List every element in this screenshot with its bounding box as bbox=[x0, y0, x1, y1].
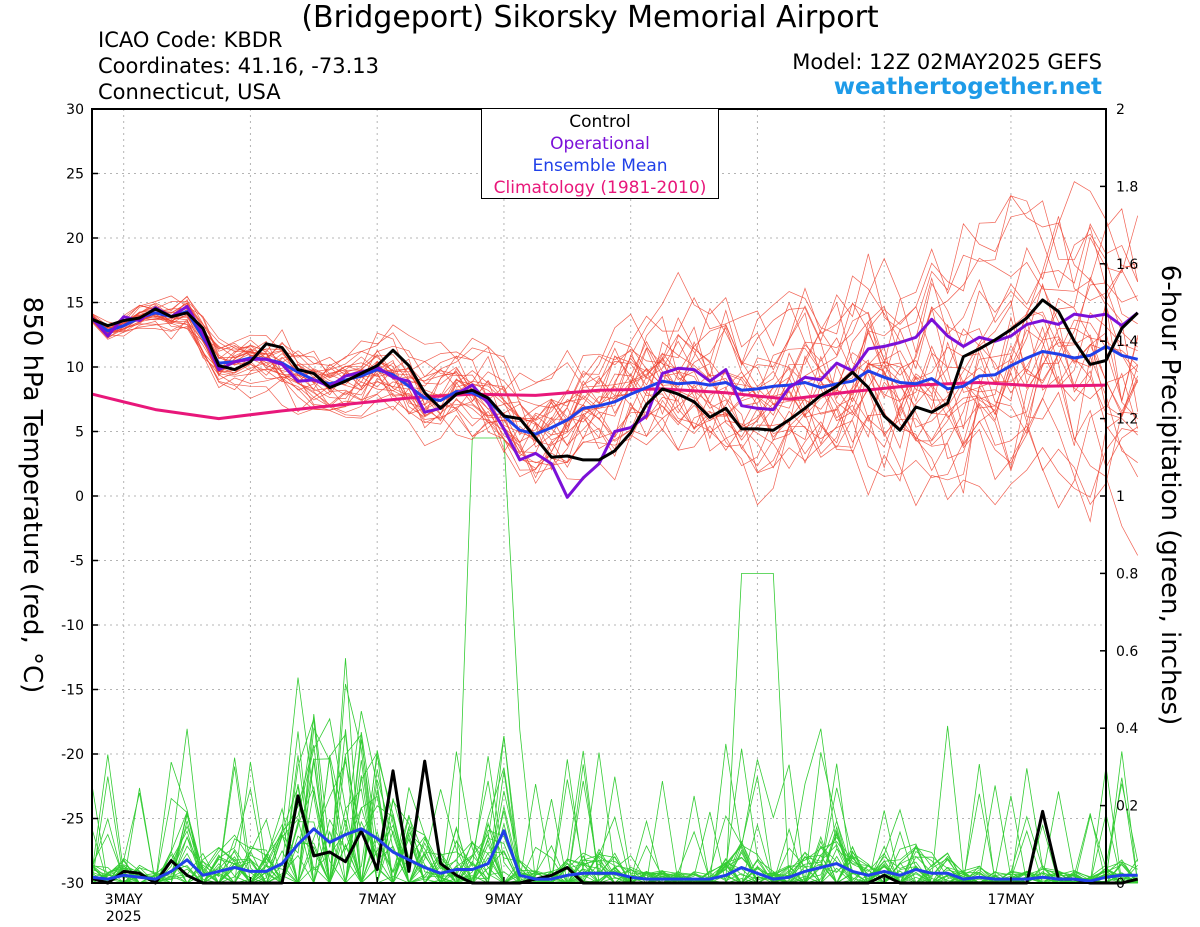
y-tick-label-left: 5 bbox=[75, 425, 84, 441]
temp-member-line bbox=[91, 297, 1138, 464]
plot-frame bbox=[91, 108, 1107, 884]
y-axis-label-right: 6-hour Precipitation (green, inches) bbox=[1155, 264, 1185, 726]
temp-member-line bbox=[91, 216, 1138, 478]
y-tick-label-left: -20 bbox=[61, 747, 84, 763]
temp-member-line bbox=[91, 208, 1139, 467]
y-tick-label-right: 0.8 bbox=[1116, 566, 1138, 582]
y-tick-label-left: 0 bbox=[75, 489, 84, 505]
x-tick-label: 3MAY bbox=[105, 892, 143, 908]
model-run: Model: 12Z 02MAY2025 GEFS bbox=[792, 50, 1102, 74]
y-tick-label-left: -25 bbox=[61, 812, 84, 828]
x-year-label: 2025 bbox=[106, 909, 142, 925]
temp-operational-line bbox=[90, 304, 1139, 499]
temp-member-line bbox=[91, 181, 1138, 473]
y-axis-left: 30 25 20 15 10 5 0 -5 -10 -15 -20 -25 -30 bbox=[61, 102, 98, 892]
precip-member-line bbox=[92, 784, 1138, 884]
y-tick-label-right: 2 bbox=[1116, 102, 1125, 118]
temp-member-line bbox=[91, 306, 1138, 452]
precip-members bbox=[91, 437, 1139, 885]
y-tick-label-left: 15 bbox=[66, 296, 84, 312]
x-tick-label: 17MAY bbox=[987, 892, 1034, 908]
precip-mean-line bbox=[91, 827, 1138, 883]
y-tick-label-left: -5 bbox=[70, 554, 84, 570]
location: Connecticut, USA bbox=[98, 80, 281, 104]
y-tick-label-left: 25 bbox=[66, 167, 84, 183]
y-tick-label-right: 0.6 bbox=[1116, 644, 1138, 660]
legend-operational: Operational bbox=[550, 134, 650, 154]
precip-member-line bbox=[91, 750, 1138, 884]
x-tick-label: 13MAY bbox=[734, 892, 781, 908]
y-axis-right: 2 1.8 1.6 1.4 1.2 1 0.8 0.6 0.4 0.2 0 bbox=[1100, 102, 1138, 892]
y-tick-label-right: 1.2 bbox=[1116, 412, 1138, 428]
y-tick-label-left: 30 bbox=[66, 102, 84, 118]
page-title: (Bridgeport) Sikorsky Memorial Airport bbox=[301, 0, 879, 35]
y-tick-label-right: 1 bbox=[1116, 489, 1125, 505]
legend-mean: Ensemble Mean bbox=[532, 156, 668, 176]
x-tick-label: 7MAY bbox=[358, 892, 396, 908]
precip-member-line bbox=[91, 573, 1139, 884]
temp-member-line bbox=[91, 282, 1139, 424]
x-tick-label: 9MAY bbox=[485, 892, 523, 908]
x-tick-label: 15MAY bbox=[861, 892, 908, 908]
y-tick-label-left: 20 bbox=[66, 231, 84, 247]
temp-member-line bbox=[91, 310, 1139, 509]
precip-member-line bbox=[91, 728, 1139, 884]
legend: Control Operational Ensemble Mean Climat… bbox=[481, 108, 719, 199]
site-link[interactable]: weathertogether.net bbox=[833, 74, 1102, 100]
temp-member-line bbox=[91, 223, 1139, 485]
coordinates: Coordinates: 41.16, -73.13 bbox=[98, 54, 379, 78]
temp-member-line bbox=[91, 313, 1138, 506]
temp-member-line bbox=[91, 309, 1138, 506]
temp-member-line bbox=[91, 311, 1139, 507]
precip-member-line bbox=[91, 728, 1138, 884]
temp-control-line bbox=[91, 298, 1139, 462]
legend-climo: Climatology (1981-2010) bbox=[493, 178, 707, 198]
temp-member-line bbox=[91, 257, 1138, 415]
y-tick-label-right: 0.2 bbox=[1116, 799, 1138, 815]
y-tick-label-right: 0 bbox=[1116, 876, 1125, 892]
y-tick-label-left: 10 bbox=[66, 360, 84, 376]
y-axis-label-left: 850 hPa Temperature (red, °C) bbox=[17, 296, 47, 694]
temp-climo-line bbox=[91, 381, 1107, 421]
y-tick-label-right: 1.8 bbox=[1116, 179, 1138, 195]
y-tick-label-left: -10 bbox=[61, 618, 84, 634]
x-tick-label: 11MAY bbox=[607, 892, 654, 908]
temp-member-line bbox=[91, 285, 1139, 478]
y-tick-label-right: 0.4 bbox=[1116, 721, 1138, 737]
x-tick-label: 5MAY bbox=[231, 892, 269, 908]
precip-member-line bbox=[92, 733, 1138, 884]
legend-control: Control bbox=[569, 112, 631, 132]
icao-code: ICAO Code: KBDR bbox=[98, 28, 283, 52]
temp-member-line bbox=[91, 312, 1139, 523]
y-tick-label-right: 1.4 bbox=[1116, 334, 1138, 350]
grid bbox=[92, 108, 1106, 884]
y-tick-label-left: -30 bbox=[61, 876, 84, 892]
y-tick-label-left: -15 bbox=[61, 683, 84, 699]
y-tick-label-right: 1.6 bbox=[1116, 257, 1138, 273]
